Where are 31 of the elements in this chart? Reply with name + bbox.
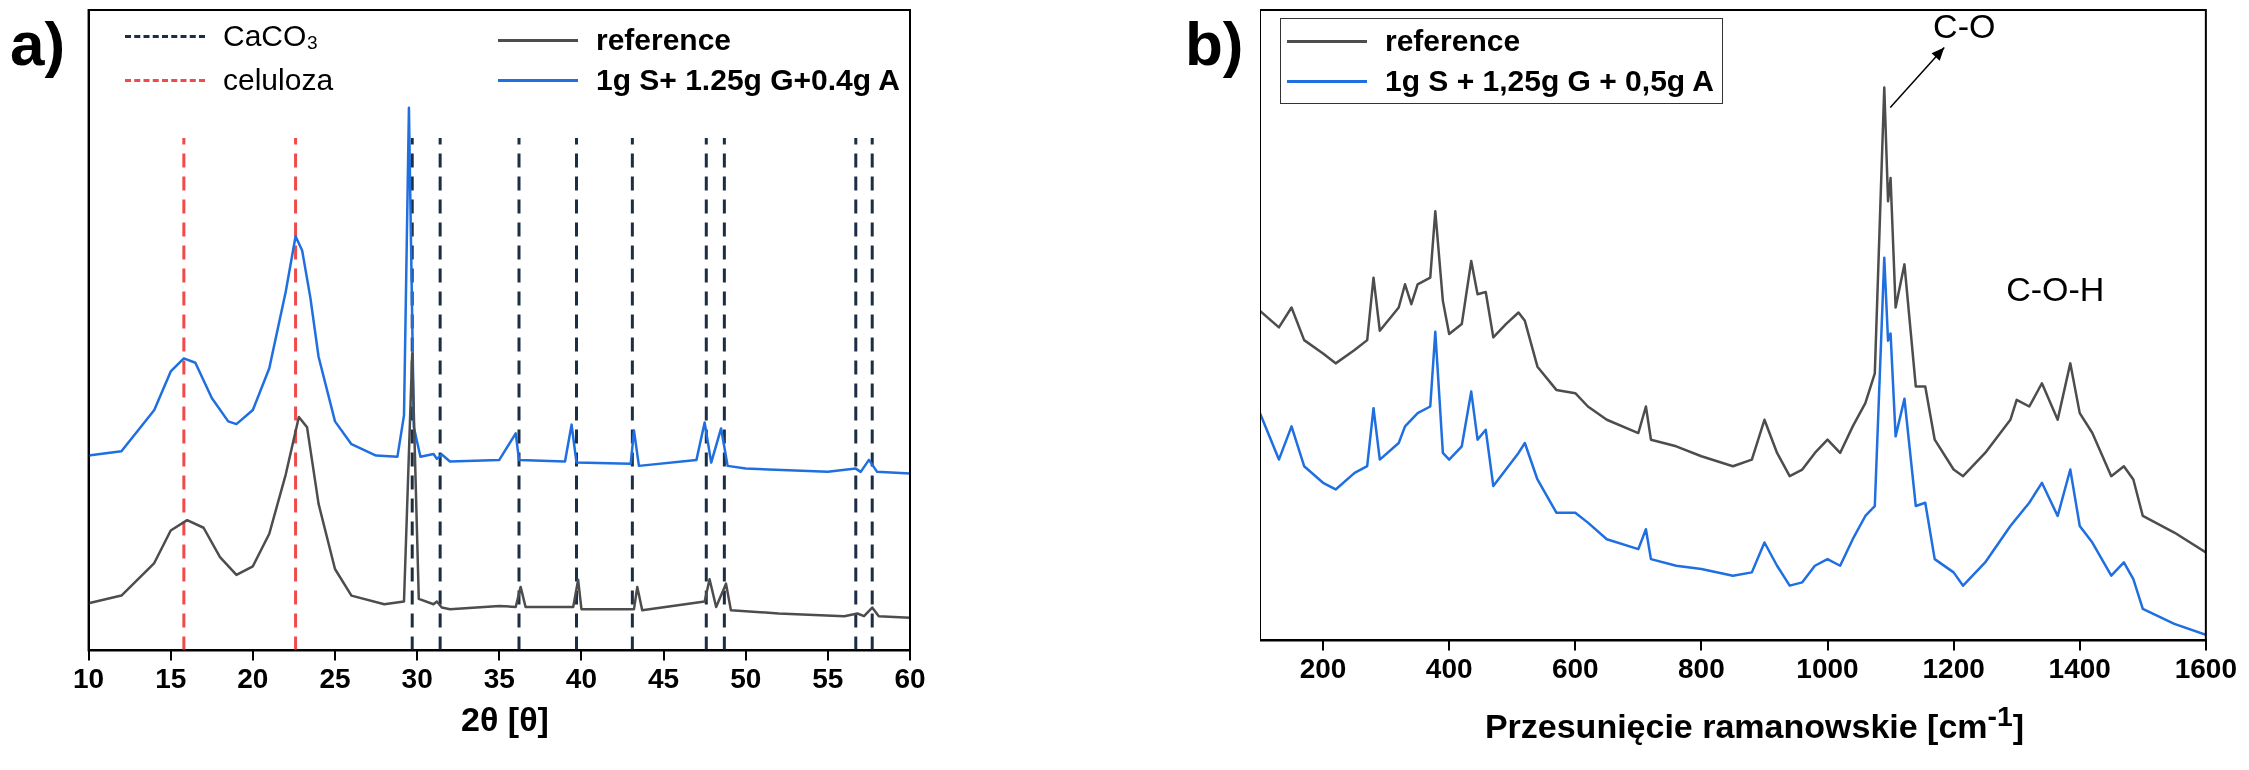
x-tick-label: 35 xyxy=(483,662,515,694)
x-tick-label: 1000 xyxy=(1796,652,1859,684)
x-axis-title: Przesunięcie ramanowskie [cm$^{-1}$] xyxy=(1483,700,2026,747)
x-tick-label: 45 xyxy=(647,662,680,694)
x-tick-label: 1400 xyxy=(2048,652,2111,684)
legend-label: reference xyxy=(1385,23,1521,59)
chart-title: b) xyxy=(1185,8,1244,79)
x-tick-label: 55 xyxy=(812,662,844,694)
annotation: C-O-H xyxy=(2006,269,2105,308)
x-tick-label: 50 xyxy=(730,662,762,694)
annotation: C-O xyxy=(1933,6,1996,45)
legend-label: celuloza xyxy=(223,62,334,98)
x-tick-label: 400 xyxy=(1425,652,1473,684)
x-tick-label: 10 xyxy=(72,662,105,694)
legend-label: CaCO₃ xyxy=(223,18,319,54)
x-tick-label: 1200 xyxy=(1922,652,1985,684)
x-axis-title: 2θ [θ] xyxy=(460,700,550,739)
x-tick-label: 15 xyxy=(155,662,187,694)
chart-title: a) xyxy=(10,8,66,79)
x-tick-label: 600 xyxy=(1551,652,1599,684)
x-tick-label: 30 xyxy=(401,662,433,694)
x-tick-label: 40 xyxy=(565,662,598,694)
legend-label: 1g S + 1,25g G + 0,5g A xyxy=(1385,63,1715,99)
x-tick-label: 20 xyxy=(237,662,269,694)
x-tick-label: 800 xyxy=(1678,652,1725,684)
x-tick-label: 200 xyxy=(1299,652,1347,684)
legend-label: reference xyxy=(595,22,732,58)
x-tick-label: 25 xyxy=(319,662,351,694)
legend-label: 1g S+ 1.25g G+0.4g A xyxy=(595,62,900,98)
x-tick-label: 60 xyxy=(894,662,926,694)
x-tick-label: 1600 xyxy=(2174,652,2237,684)
